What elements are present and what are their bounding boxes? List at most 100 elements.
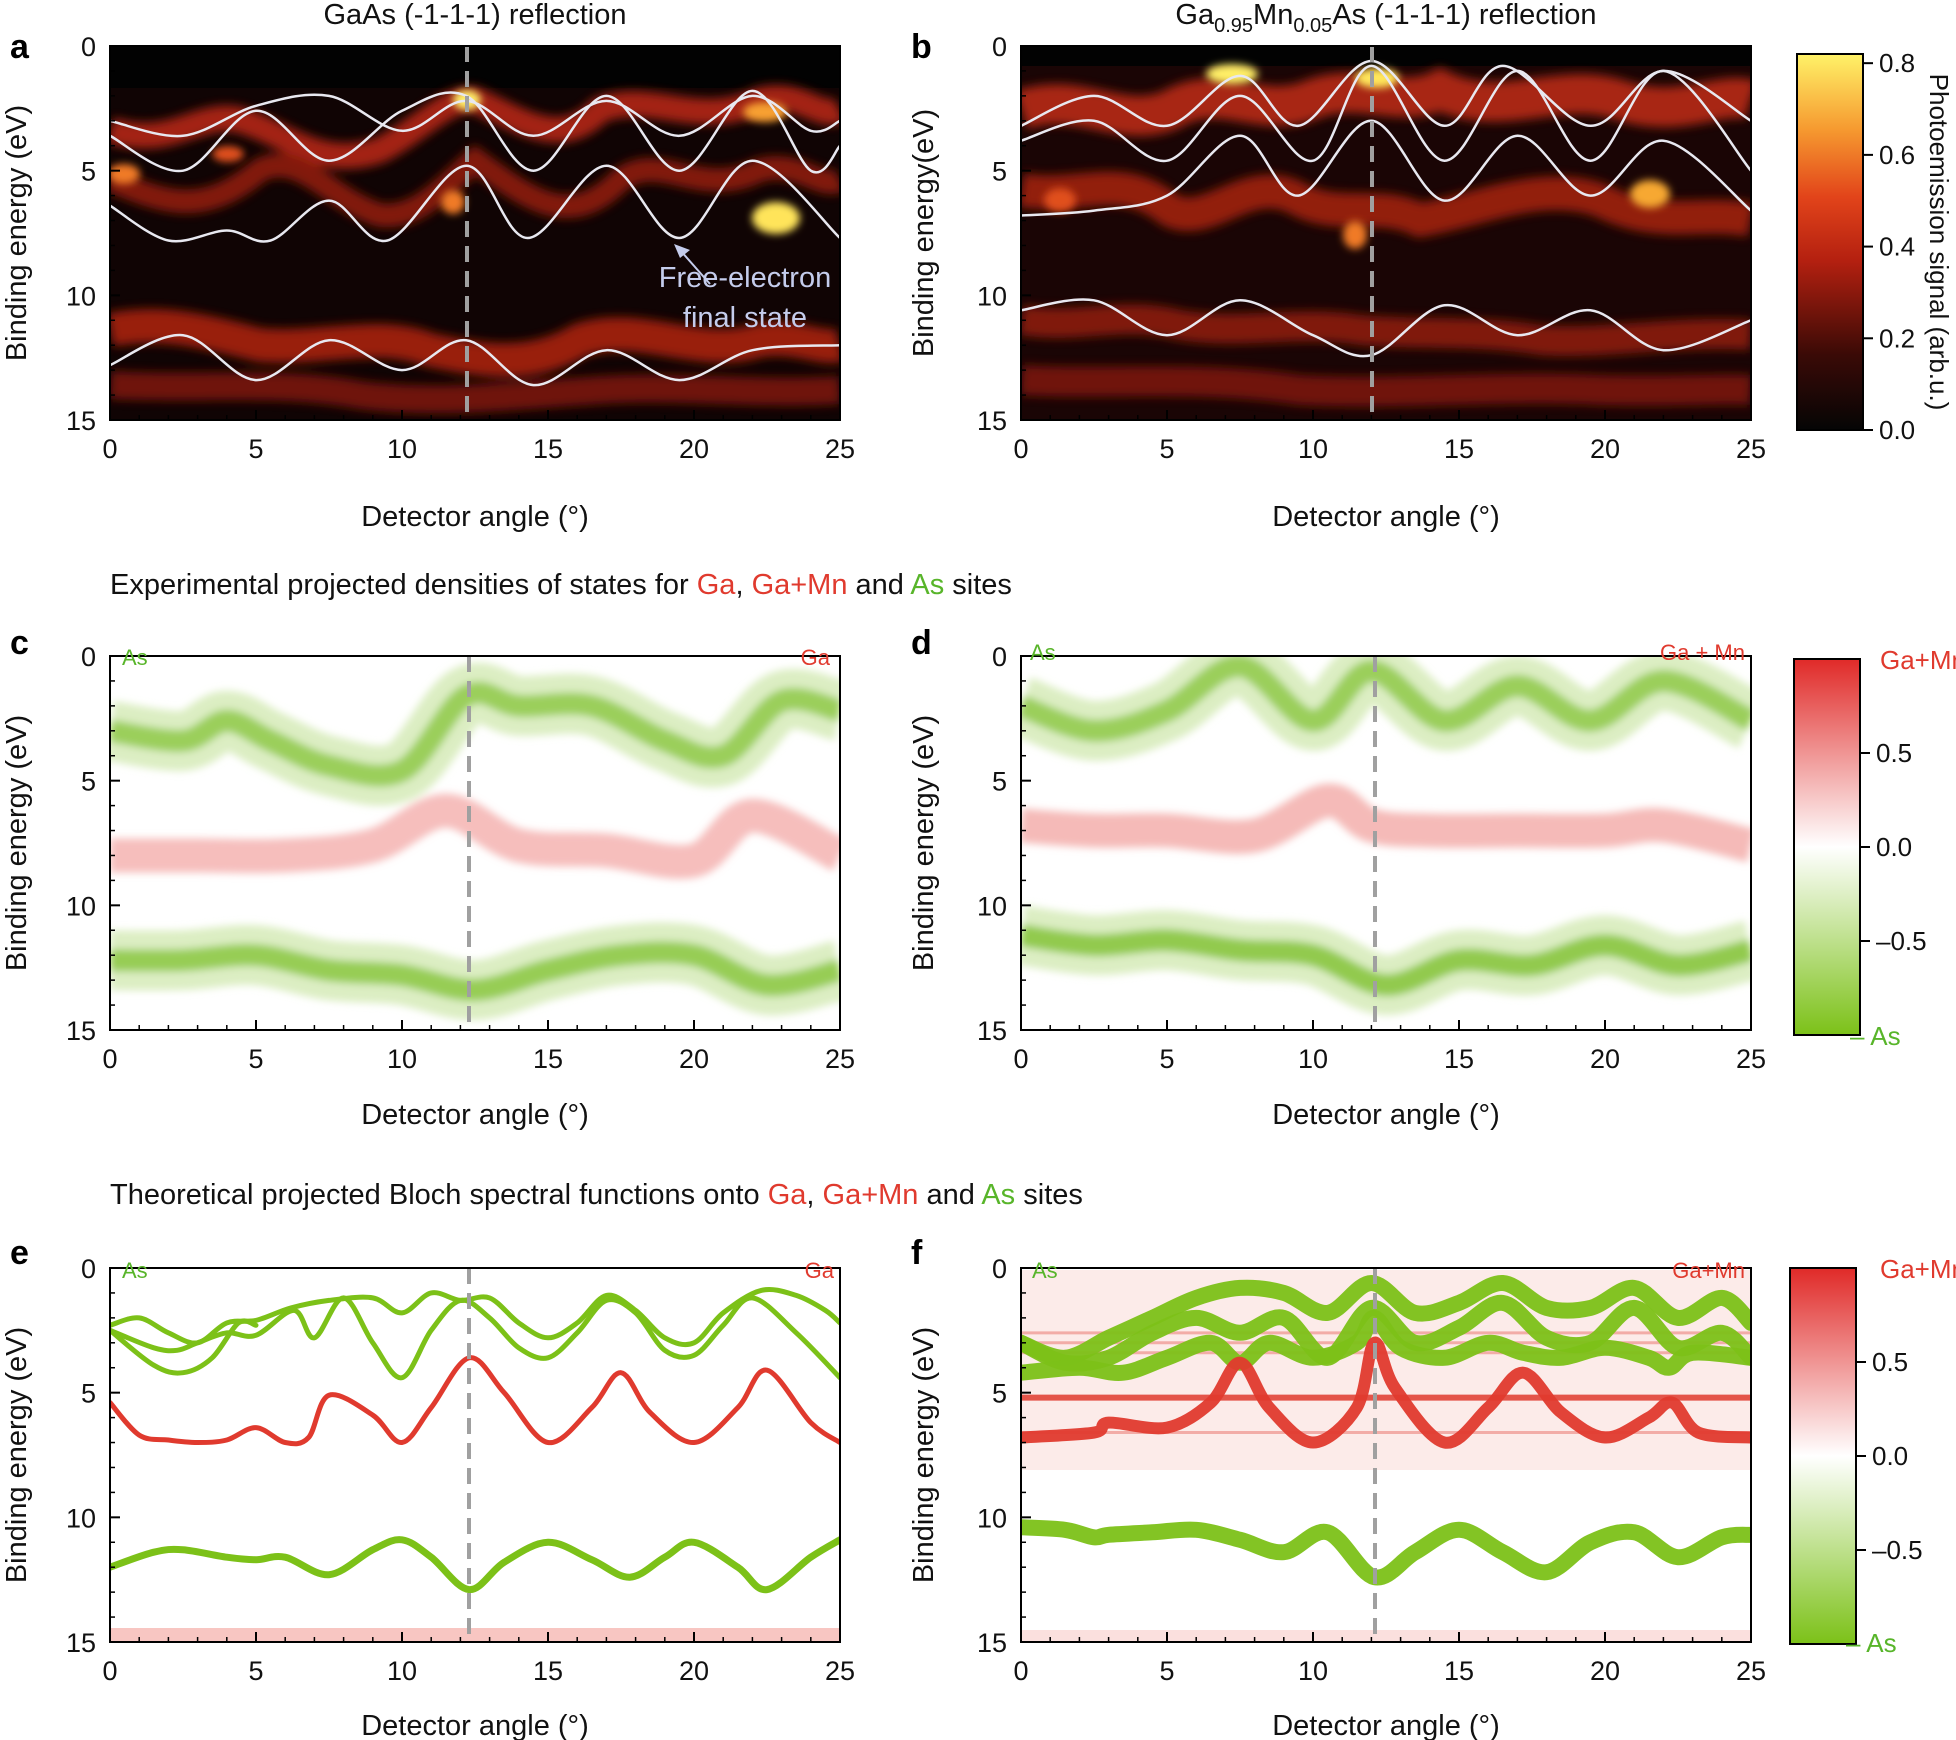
panel-e-xlabel: Detector angle (°) (361, 1710, 589, 1740)
colorbar-tick-label: 0.0 (1876, 832, 1912, 862)
photoemission-colorbar-gradient (1796, 53, 1864, 431)
theoretical-title-sep2: and (918, 1179, 981, 1211)
x-tick-label: 5 (248, 434, 263, 464)
y-tick-label: 5 (992, 157, 1007, 187)
free-electron-curve (110, 89, 840, 174)
panel-c-corner-as: As (122, 645, 148, 670)
x-tick-label: 25 (1736, 1656, 1766, 1686)
band-as (1021, 1274, 1751, 1366)
panel-letter-b: b (911, 28, 932, 66)
x-tick-label: 0 (1013, 1656, 1028, 1686)
panel-a-axes: 0 5 10 15 20 25 0 5 10 15 (66, 32, 855, 464)
x-tick-label: 25 (825, 1656, 855, 1686)
colorbar-tick-label: 0.0 (1872, 1441, 1908, 1471)
panel-a-free-electron-curves (110, 89, 840, 387)
panel-b-title-sub1: 0.95 (1214, 15, 1253, 37)
panel-c: c As Ga 0 5 10 15 20 25 0 5 10 15 Detector angle … (1, 624, 855, 1131)
free-electron-curve (1021, 59, 1751, 128)
panel-b-axes: 0 5 10 15 20 25 0 5 10 15 (977, 32, 1766, 464)
y-tick-label: 15 (66, 1628, 96, 1658)
as-projection-band (110, 941, 840, 1002)
panel-c-xlabel: Detector angle (°) (361, 1099, 589, 1131)
projection-colorbar-d-top-label: Ga+Mn (1880, 645, 1956, 675)
colorbar-tick-label: 0.6 (1879, 140, 1915, 170)
panel-a-hotspot (212, 146, 244, 162)
panel-b-hotspot (1355, 68, 1399, 88)
y-tick-label: 5 (81, 157, 96, 187)
ga-projection-band (1021, 783, 1751, 863)
annotation-line-2: final state (683, 302, 807, 334)
x-tick-label: 5 (248, 1044, 263, 1074)
panel-f-axes: 0 5 10 15 20 25 0 5 10 15 (977, 1254, 1766, 1686)
y-tick-label: 10 (977, 891, 1007, 921)
panel-f-plot (1021, 1268, 1751, 1642)
band-as (110, 1295, 840, 1381)
y-tick-label: 15 (977, 1016, 1007, 1046)
panel-b-title-mn: Mn (1253, 0, 1293, 31)
theoretical-title-prefix: Theoretical projected Bloch spectral fun… (110, 1179, 768, 1211)
panel-d-heatmap (1021, 656, 1751, 1030)
y-tick-label: 10 (977, 281, 1007, 311)
experimental-title-prefix: Experimental projected densities of stat… (110, 569, 697, 601)
x-tick-label: 15 (1444, 434, 1474, 464)
panel-d-bands (1021, 656, 1751, 1016)
x-tick-label: 0 (102, 1044, 117, 1074)
free-electron-curve (1021, 64, 1751, 172)
panel-e-bands (110, 1286, 840, 1594)
colorbar-tick-label: 0.8 (1879, 48, 1915, 78)
colorbar-tick-label: 0.2 (1879, 323, 1915, 353)
y-tick-label: 5 (992, 1379, 1007, 1409)
band-as (110, 1286, 840, 1348)
panel-e-plot (110, 1268, 840, 1642)
projection-colorbar-d: 0.5 0.0 –0.5 Ga+Mn – As (1793, 645, 1956, 1051)
panel-e-frame (109, 1267, 841, 1643)
annotation-line-1: Free-electron (659, 262, 831, 294)
photoemission-colorbar-ticks: 0.0 0.2 0.4 0.6 0.8 (1863, 48, 1915, 445)
annotation-arrowhead (674, 244, 690, 258)
panel-letter-d: d (911, 624, 932, 662)
as-projection-band (110, 681, 840, 787)
colorbar-tick-label: 0.5 (1872, 1347, 1908, 1377)
panel-e: e As Ga 0 5 10 15 20 25 0 5 10 15 Detector angle … (1, 1234, 855, 1740)
photoemission-colorbar: 0.0 0.2 0.4 0.6 0.8 Photoemission signal (ar… (1796, 48, 1954, 445)
panel-letter-c: c (10, 624, 29, 662)
projection-colorbar-f: 0.5 0.0 –0.5 Ga+Mn – As (1789, 1254, 1956, 1658)
panel-f-frame (1020, 1267, 1752, 1643)
panel-e-corner-as: As (122, 1258, 148, 1283)
x-tick-label: 20 (1590, 434, 1620, 464)
x-tick-label: 10 (387, 1656, 417, 1686)
panel-a-heatmap: Free-electron final state (110, 46, 840, 420)
y-tick-label: 0 (81, 32, 96, 62)
panel-a-hotspot (110, 164, 140, 184)
panel-d-axes: 0 5 10 15 20 25 0 5 10 15 (977, 642, 1766, 1074)
panel-a-xlabel: Detector angle (°) (361, 501, 589, 533)
x-tick-label: 20 (679, 1656, 709, 1686)
x-tick-label: 15 (533, 1656, 563, 1686)
y-tick-label: 0 (992, 1254, 1007, 1284)
experimental-title-gamn: Ga+Mn (752, 569, 848, 601)
panel-e-ylabel: Binding energy (eV) (1, 1327, 33, 1583)
panel-d-xlabel: Detector angle (°) (1272, 1099, 1500, 1131)
panel-letter-e: e (10, 1234, 29, 1272)
panel-letter-f: f (911, 1234, 923, 1272)
colorbar-tick-label: 0.0 (1879, 415, 1915, 445)
x-tick-label: 5 (248, 1656, 263, 1686)
panel-c-bands (110, 662, 840, 1021)
panel-b-title-sub2: 0.05 (1293, 15, 1332, 37)
y-tick-label: 5 (992, 767, 1007, 797)
panel-b-hotspot (1044, 188, 1076, 212)
experimental-title-as: As (910, 569, 944, 601)
panel-d-frame (1020, 655, 1752, 1031)
panel-a-hotspot (752, 202, 800, 234)
y-tick-label: 10 (66, 891, 96, 921)
colorbar-tick-label: –0.5 (1876, 926, 1927, 956)
x-tick-label: 10 (387, 434, 417, 464)
panel-b-title-rest: As (-1-1-1) reflection (1332, 0, 1596, 31)
as-projection-band (1021, 924, 1751, 997)
panel-b-title-ga: Ga (1175, 0, 1215, 31)
panel-a-title: GaAs (-1-1-1) reflection (324, 0, 627, 31)
panel-b-hotspot (1343, 221, 1367, 249)
projection-colorbar-f-gradient (1789, 1267, 1857, 1645)
x-tick-label: 15 (1444, 1656, 1474, 1686)
